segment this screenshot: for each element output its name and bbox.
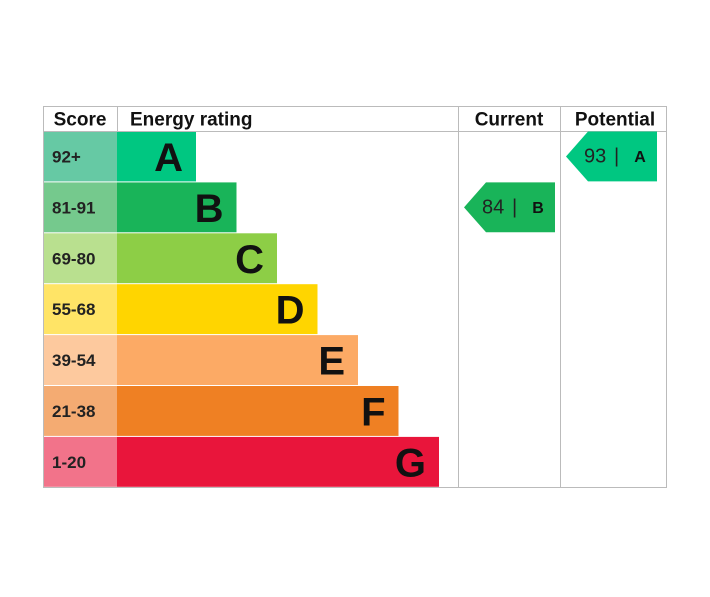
rating-letter: B xyxy=(195,187,224,231)
score-cell xyxy=(43,182,117,233)
potential-value: 93 xyxy=(584,145,606,167)
potential-separator: | xyxy=(614,145,619,167)
score-range: 21-38 xyxy=(52,402,95,421)
score-range: 55-68 xyxy=(52,300,95,319)
score-cell xyxy=(43,386,117,436)
header-score: Score xyxy=(54,110,107,131)
rating-bar xyxy=(117,182,237,233)
current-arrow xyxy=(464,182,555,233)
rating-letter: F xyxy=(361,390,385,434)
score-range: 39-54 xyxy=(52,351,96,370)
band: 21-38 F xyxy=(43,386,399,436)
header-potential: Potential xyxy=(575,110,655,131)
rating-bar xyxy=(117,436,439,487)
rating-bar xyxy=(117,335,358,385)
rating-letter: A xyxy=(154,136,183,180)
rating-letter: E xyxy=(318,340,345,384)
current-letter: B xyxy=(532,200,544,217)
score-cell xyxy=(43,436,117,487)
current-value: 84 xyxy=(482,196,504,218)
rating-letter: D xyxy=(276,289,305,333)
band: 1-20 G xyxy=(43,436,439,487)
band: 92+ A xyxy=(43,131,196,182)
score-range: 69-80 xyxy=(52,249,95,268)
score-cell xyxy=(43,233,117,284)
score-range: 92+ xyxy=(52,147,81,166)
rating-bar xyxy=(117,284,318,335)
header-energy-rating: Energy rating xyxy=(130,110,252,131)
score-range: 1-20 xyxy=(52,453,86,472)
score-cell xyxy=(43,284,117,335)
table-frame xyxy=(43,106,667,488)
band: 69-80 C xyxy=(43,233,277,284)
band: 81-91 B xyxy=(43,182,237,233)
rating-bar xyxy=(117,233,277,284)
rating-bar xyxy=(117,131,196,182)
band: 39-54 E xyxy=(43,335,358,385)
rating-bar xyxy=(117,386,399,436)
potential-letter: A xyxy=(634,149,646,166)
rating-letter: G xyxy=(395,441,426,485)
header-current: Current xyxy=(475,110,544,131)
potential-arrow xyxy=(566,131,657,182)
score-range: 81-91 xyxy=(52,198,95,217)
band: 55-68 D xyxy=(43,284,318,335)
score-cell xyxy=(43,131,117,182)
rating-letter: C xyxy=(235,238,264,282)
current-separator: | xyxy=(512,196,517,218)
score-cell xyxy=(43,335,117,385)
